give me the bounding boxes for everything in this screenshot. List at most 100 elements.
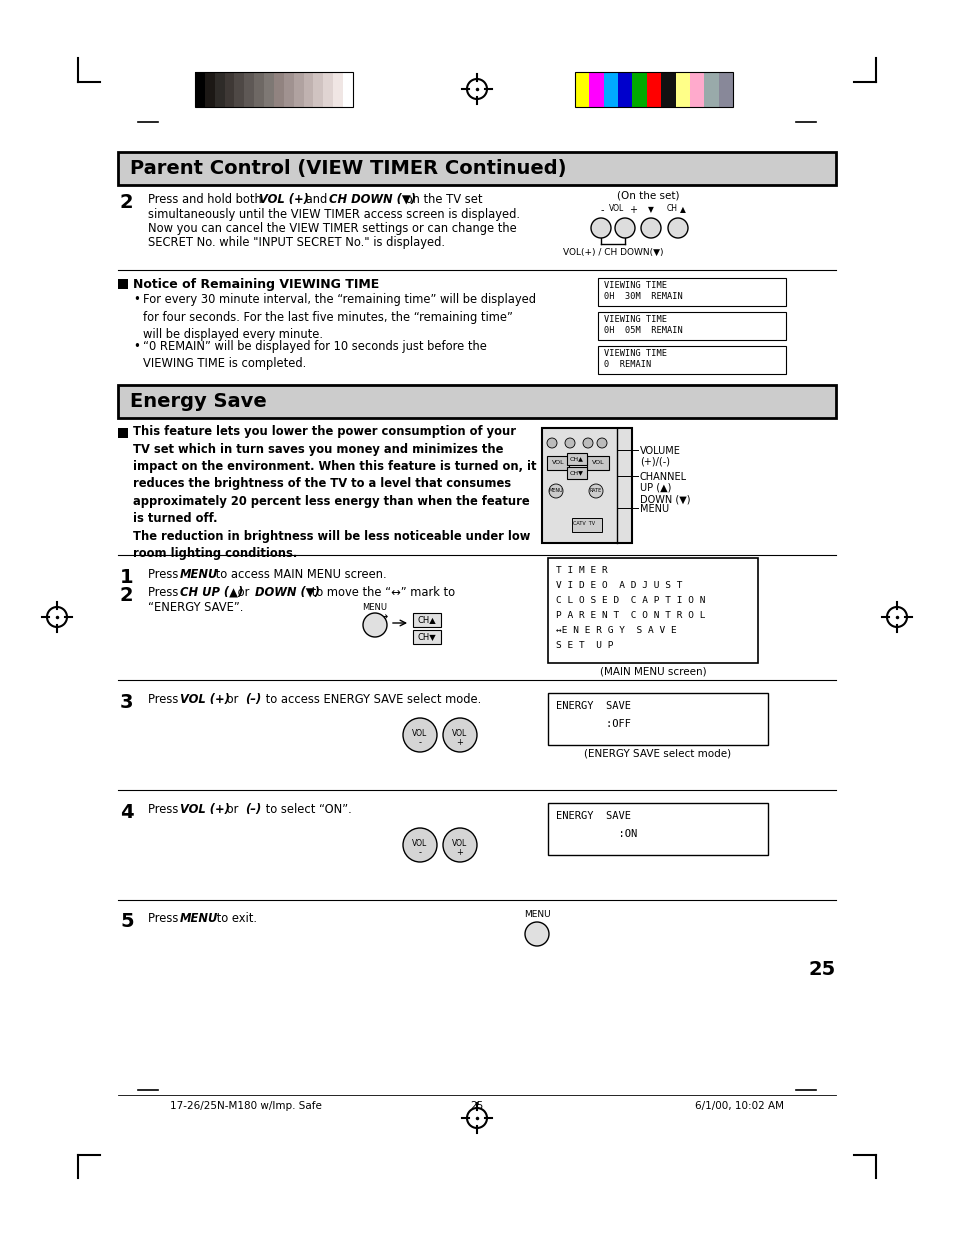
Text: DOWN (▼): DOWN (▼): [254, 585, 319, 599]
Text: 25: 25: [808, 960, 835, 979]
Bar: [118, 429, 128, 438]
Bar: [632, 72, 647, 107]
Text: VIEWING TIME: VIEWING TIME: [603, 282, 666, 290]
Bar: [314, 72, 323, 107]
Bar: [214, 72, 225, 107]
Text: or: or: [223, 803, 242, 816]
Text: CH▲: CH▲: [417, 615, 436, 625]
Text: Parent Control (VIEW TIMER Continued): Parent Control (VIEW TIMER Continued): [130, 159, 566, 178]
Text: :OFF: :OFF: [556, 719, 630, 729]
Text: to exit.: to exit.: [213, 911, 256, 925]
Bar: [118, 385, 835, 417]
Bar: [244, 72, 254, 107]
Text: or: or: [223, 693, 242, 706]
Text: CH▲: CH▲: [570, 457, 583, 462]
Text: CH▼: CH▼: [417, 632, 436, 641]
Bar: [598, 278, 785, 306]
Text: 2: 2: [120, 193, 133, 212]
Text: For every 30 minute interval, the “remaining time” will be displayed
for four se: For every 30 minute interval, the “remai…: [143, 293, 536, 341]
Circle shape: [402, 718, 436, 752]
Bar: [541, 429, 631, 543]
Text: (–): (–): [245, 693, 261, 706]
Circle shape: [546, 438, 557, 448]
Text: (+)/(-): (+)/(-): [639, 457, 669, 467]
Text: This feature lets you lower the power consumption of your
TV set which in turn s: This feature lets you lower the power co…: [132, 425, 536, 526]
Bar: [323, 72, 334, 107]
Text: MENU: MENU: [523, 910, 550, 919]
Circle shape: [442, 827, 476, 862]
Text: →: →: [378, 613, 387, 622]
Text: -: -: [418, 739, 421, 747]
Text: CHANNEL: CHANNEL: [639, 472, 686, 482]
Text: C L O S E D  C A P T I O N: C L O S E D C A P T I O N: [556, 597, 705, 605]
Bar: [575, 72, 589, 107]
Text: VOL (+): VOL (+): [258, 193, 309, 206]
Bar: [413, 613, 440, 627]
Bar: [254, 72, 264, 107]
Text: VOL: VOL: [452, 729, 467, 739]
Text: MENU: MENU: [180, 568, 218, 580]
Bar: [618, 72, 632, 107]
Text: 4: 4: [120, 803, 133, 823]
Text: (MAIN MENU screen): (MAIN MENU screen): [599, 667, 705, 677]
Text: RATE: RATE: [589, 489, 601, 494]
Bar: [264, 72, 274, 107]
Bar: [284, 72, 294, 107]
Bar: [343, 72, 354, 107]
Text: V I D E O  A D J U S T: V I D E O A D J U S T: [556, 580, 681, 590]
Text: Press: Press: [148, 585, 182, 599]
Bar: [572, 517, 601, 532]
Bar: [194, 72, 353, 107]
Bar: [675, 72, 690, 107]
Text: CH UP (▲): CH UP (▲): [180, 585, 243, 599]
Text: 0H  05M  REMAIN: 0H 05M REMAIN: [603, 326, 682, 335]
Text: Now you can cancel the VIEW TIMER settings or can change the: Now you can cancel the VIEW TIMER settin…: [148, 222, 517, 235]
Text: VIEWING TIME: VIEWING TIME: [603, 315, 666, 324]
Text: 6/1/00, 10:02 AM: 6/1/00, 10:02 AM: [695, 1100, 783, 1112]
Text: •: •: [132, 340, 140, 353]
Text: Press: Press: [148, 803, 182, 816]
Text: VOL (+): VOL (+): [180, 693, 230, 706]
Bar: [333, 72, 343, 107]
Bar: [598, 312, 785, 340]
Text: 0  REMAIN: 0 REMAIN: [603, 359, 651, 369]
Text: and: and: [302, 193, 331, 206]
Bar: [274, 72, 284, 107]
Bar: [566, 467, 586, 479]
Text: CH: CH: [666, 204, 677, 212]
Bar: [224, 72, 234, 107]
Bar: [703, 72, 719, 107]
Bar: [589, 72, 603, 107]
Text: (On the set): (On the set): [616, 190, 679, 200]
Bar: [646, 72, 661, 107]
Bar: [303, 72, 314, 107]
Bar: [234, 72, 245, 107]
Text: VOL: VOL: [609, 204, 624, 212]
Text: to select “ON”.: to select “ON”.: [262, 803, 352, 816]
Bar: [294, 72, 304, 107]
Bar: [546, 456, 568, 471]
Text: 5: 5: [120, 911, 133, 931]
Text: Press: Press: [148, 568, 182, 580]
Circle shape: [667, 219, 687, 238]
Text: (–): (–): [245, 803, 261, 816]
Text: CATV  TV: CATV TV: [573, 521, 595, 526]
Text: MENU: MENU: [362, 603, 387, 613]
Text: DOWN (▼): DOWN (▼): [639, 494, 690, 504]
Circle shape: [363, 613, 387, 637]
Bar: [586, 456, 608, 471]
Circle shape: [597, 438, 606, 448]
Text: -: -: [418, 848, 421, 857]
Circle shape: [588, 484, 602, 498]
Text: (ENERGY SAVE select mode): (ENERGY SAVE select mode): [584, 748, 731, 760]
Text: Press: Press: [148, 693, 182, 706]
Text: simultaneously until the VIEW TIMER access screen is displayed.: simultaneously until the VIEW TIMER acce…: [148, 207, 519, 221]
Bar: [660, 72, 676, 107]
Text: ↔E N E R G Y  S A V E: ↔E N E R G Y S A V E: [556, 626, 676, 635]
Bar: [547, 558, 758, 663]
Text: CH▼: CH▼: [570, 471, 583, 475]
Text: SECRET No. while "INPUT SECRET No." is displayed.: SECRET No. while "INPUT SECRET No." is d…: [148, 236, 444, 249]
Bar: [689, 72, 704, 107]
Bar: [118, 152, 835, 185]
Text: MENU: MENU: [639, 504, 668, 514]
